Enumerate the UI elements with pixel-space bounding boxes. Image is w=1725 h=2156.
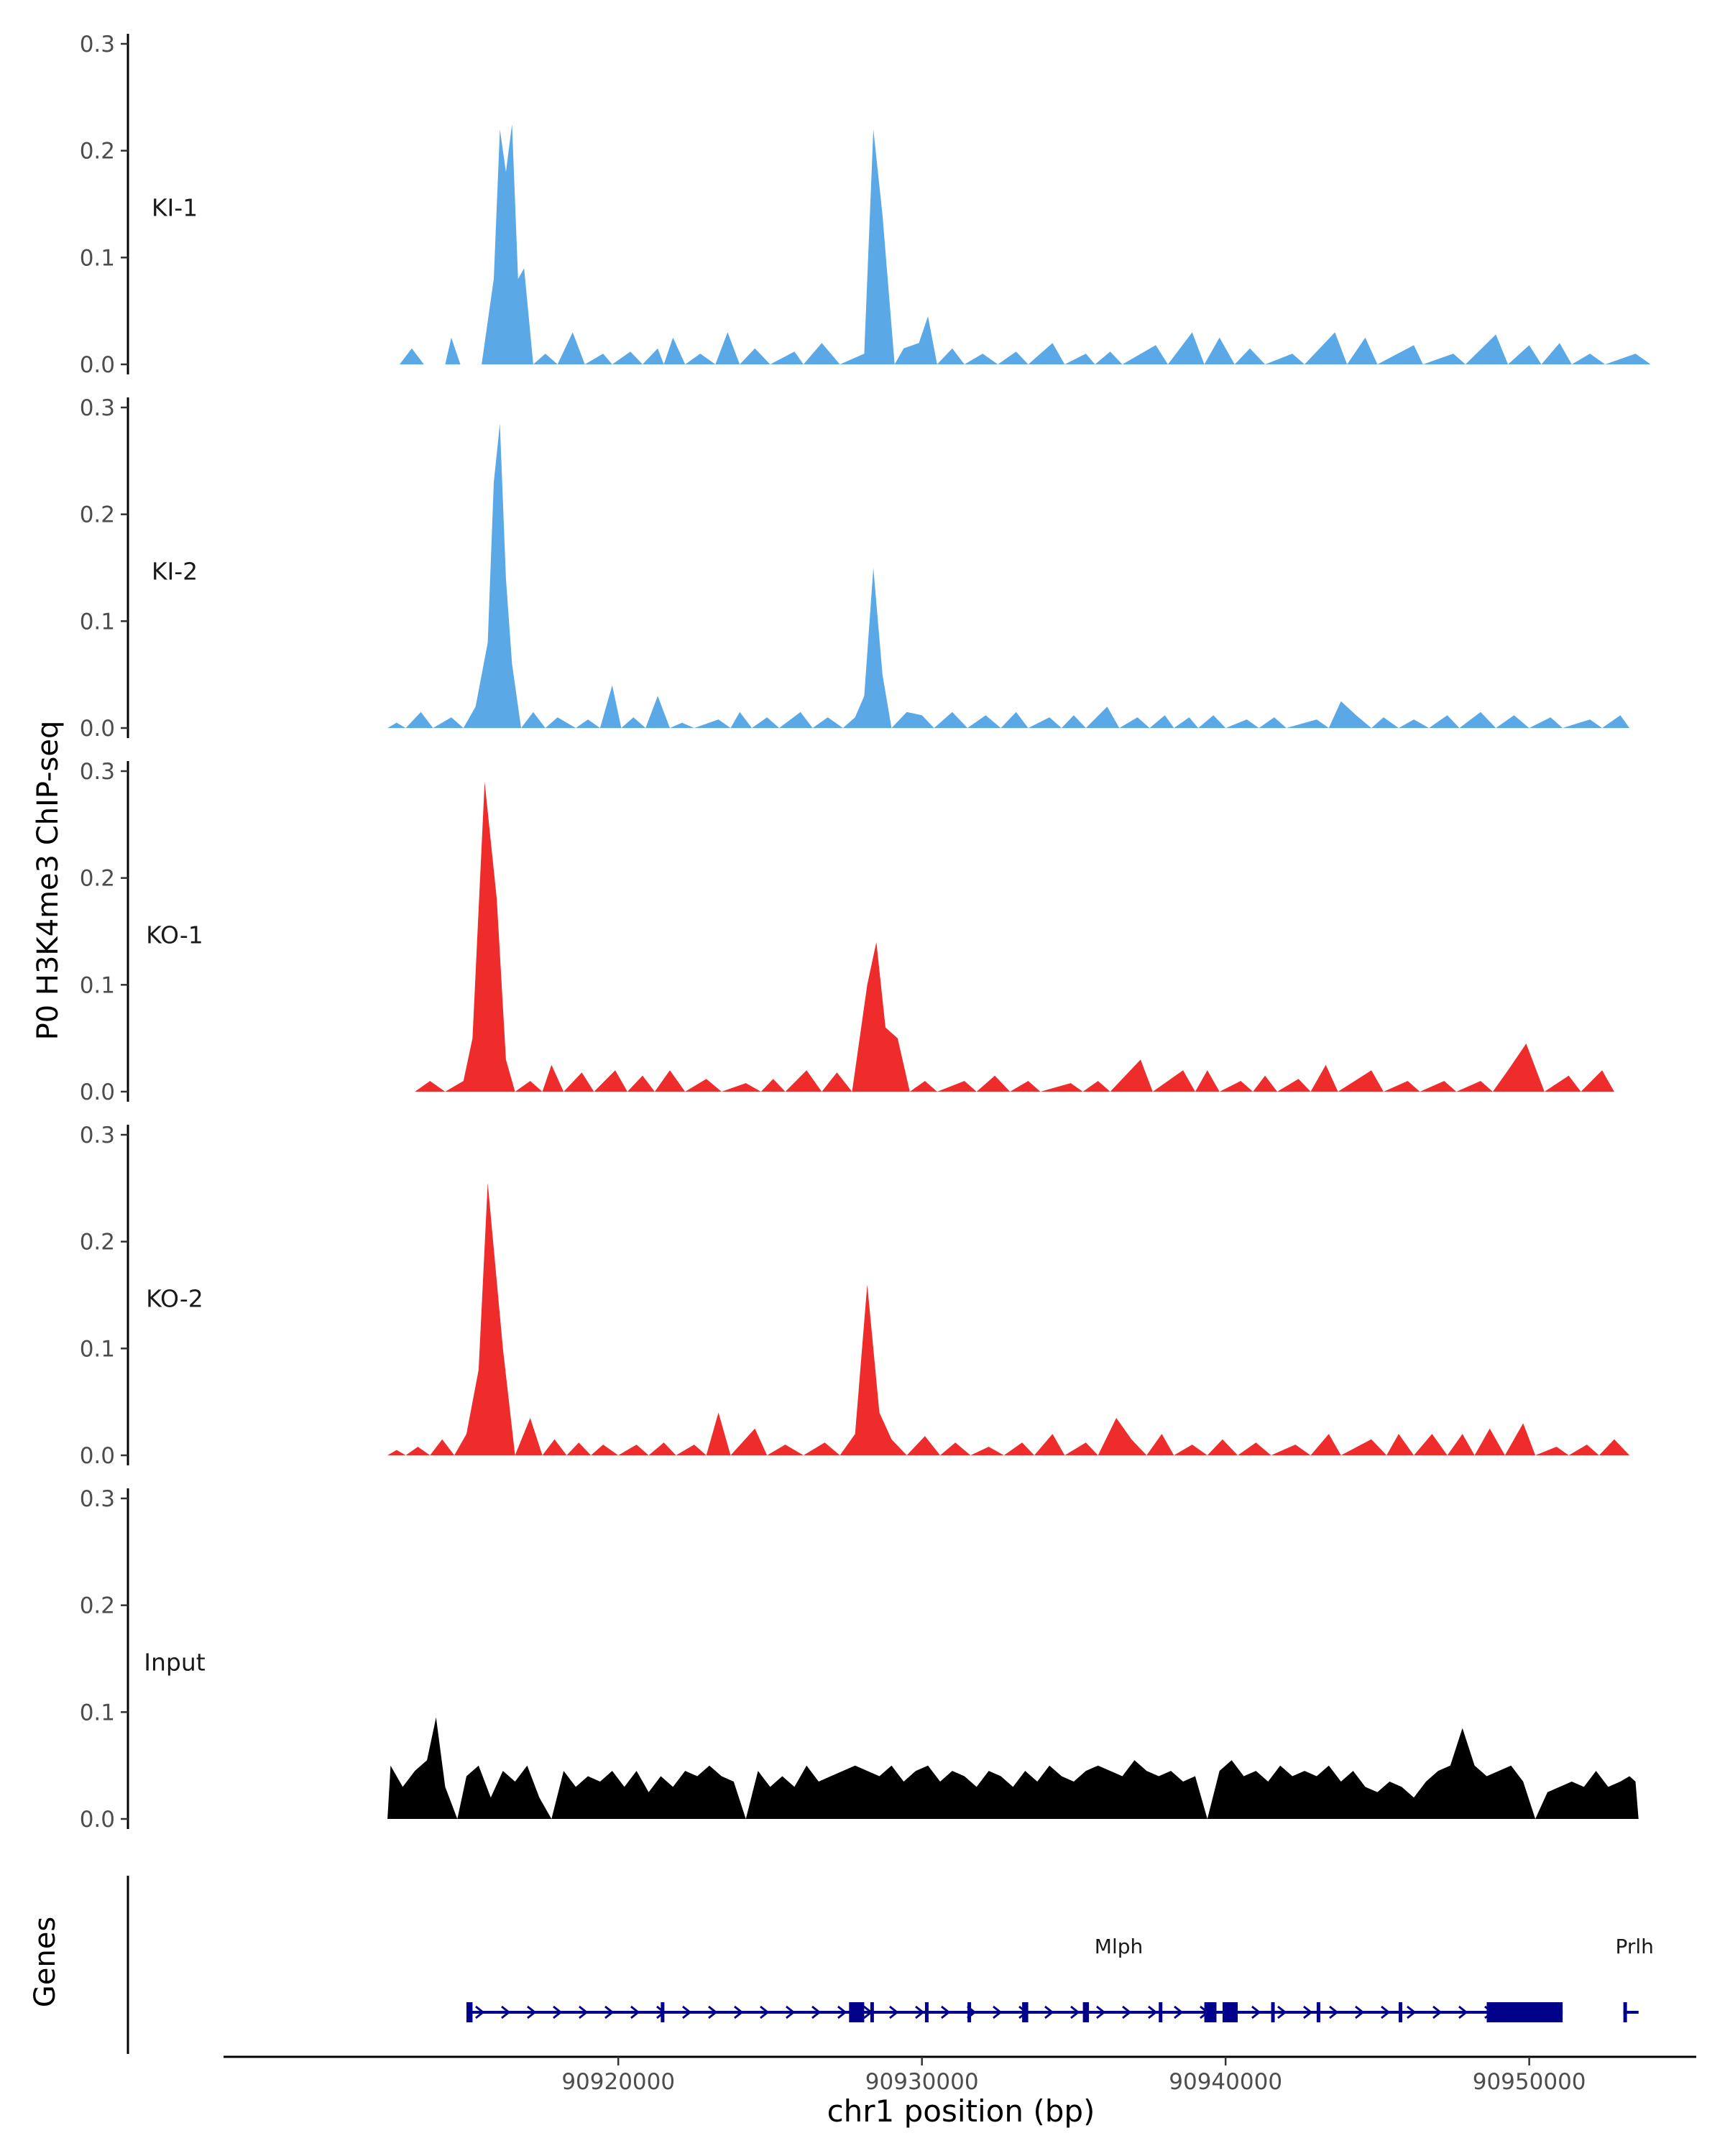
strand-arrow	[1277, 2005, 1287, 2019]
exon	[1623, 2002, 1627, 2022]
exon	[1398, 2002, 1402, 2022]
strand-arrow	[941, 2005, 951, 2019]
y-tick-label: 0.0	[80, 716, 115, 742]
y-tick-label: 0.3	[80, 759, 115, 785]
x-tick-label: 90950000	[1473, 2069, 1586, 2095]
track-ko-1: 0.0 0.1 0.2 0.3 KO-1	[80, 759, 1614, 1105]
strand-arrow	[475, 2005, 485, 2019]
x-tick-label: 90940000	[1169, 2069, 1282, 2095]
strand-arrow	[1044, 2005, 1054, 2019]
strand-arrow	[1381, 2005, 1391, 2019]
y-tick-label: 0.3	[80, 395, 115, 421]
strand-arrow	[760, 2005, 770, 2019]
gene-name: Mlph	[1095, 1935, 1143, 1958]
exon	[849, 2002, 865, 2022]
y-tick-label: 0.2	[80, 1593, 115, 1619]
y-tick-label: 0.3	[80, 32, 115, 57]
strand-arrow	[734, 2005, 744, 2019]
y-tick-label: 0.2	[80, 139, 115, 165]
strand-arrow	[1407, 2005, 1417, 2019]
strand-arrow	[915, 2005, 925, 2019]
y-tick-label: 0.1	[80, 609, 115, 635]
y-tick-label: 0.0	[80, 1807, 115, 1833]
exon	[1271, 2002, 1275, 2022]
gene-name: Prlh	[1615, 1935, 1653, 1958]
strand-arrow	[1458, 2005, 1468, 2019]
exon	[466, 2002, 473, 2022]
strand-arrow	[501, 2005, 511, 2019]
x-axis: 90920000 90930000 90940000 90950000	[224, 2055, 1696, 2095]
x-tick-label: 90920000	[561, 2069, 675, 2095]
strand-arrow	[811, 2005, 822, 2019]
strand-arrow	[1355, 2005, 1365, 2019]
strand-arrow	[553, 2005, 563, 2019]
y-tick-label: 0.1	[80, 1700, 115, 1726]
strand-arrow	[630, 2005, 640, 2019]
track-input: 0.0 0.1 0.2 0.3 Input	[80, 1486, 1639, 1833]
track-label: Input	[144, 1648, 206, 1676]
exon	[1159, 2002, 1163, 2022]
track-ki-2: 0.0 0.1 0.2 0.3 KI-2	[80, 395, 1630, 742]
coverage-area-ko-2	[387, 1182, 1630, 1455]
track-ko-2: 0.0 0.1 0.2 0.3 KO-2	[80, 1123, 1630, 1469]
coverage-area-ki-1	[400, 124, 1651, 364]
y-axis-title: P0 H3K4me3 ChIP-seq	[32, 721, 65, 1041]
strand-arrow	[1303, 2005, 1313, 2019]
exon	[661, 2002, 665, 2022]
strand-arrow	[1251, 2005, 1261, 2019]
strand-arrow	[1329, 2005, 1339, 2019]
y-tick-label: 0.2	[80, 1230, 115, 1256]
strand-arrow	[1122, 2005, 1132, 2019]
strand-arrow	[1096, 2005, 1106, 2019]
strand-arrow	[1070, 2005, 1080, 2019]
strand-arrow	[837, 2005, 847, 2019]
genes-panel: Genes Mlph Prlh	[29, 1876, 1654, 2054]
coverage-area-ki-2	[387, 423, 1630, 728]
track-label: KI-2	[152, 557, 198, 585]
track-label: KO-1	[146, 921, 203, 949]
strand-arrow	[682, 2005, 692, 2019]
y-tick-label: 0.0	[80, 352, 115, 378]
y-tick-label: 0.0	[80, 1079, 115, 1105]
strand-arrow	[604, 2005, 615, 2019]
exon	[1022, 2002, 1029, 2022]
exon	[967, 2002, 972, 2022]
strand-arrow	[889, 2005, 899, 2019]
y-tick-label: 0.2	[80, 866, 115, 892]
genes-title: Genes	[29, 1917, 62, 2007]
strand-arrow	[579, 2005, 589, 2019]
y-tick-label: 0.3	[80, 1486, 115, 1512]
track-label: KO-2	[146, 1284, 203, 1312]
strand-arrow	[786, 2005, 796, 2019]
exon	[1222, 2002, 1238, 2022]
y-tick-label: 0.2	[80, 502, 115, 528]
y-tick-label: 0.1	[80, 245, 115, 271]
x-tick-label: 90930000	[865, 2069, 979, 2095]
y-tick-label: 0.3	[80, 1123, 115, 1148]
strand-arrow	[1174, 2005, 1184, 2019]
gene-prlh: Prlh	[1615, 1935, 1654, 2022]
exon	[870, 2002, 874, 2022]
exon	[1486, 2002, 1563, 2022]
strand-arrow	[708, 2005, 718, 2019]
track-label: KI-1	[152, 193, 198, 221]
gene-mlph: Mlph	[466, 1935, 1563, 2022]
coverage-area-input	[387, 1717, 1639, 1819]
strand-arrow	[1148, 2005, 1158, 2019]
tracks-layer: 0.00.10.20.3KI-10.00.10.20.3KI-20.00.10.…	[80, 32, 1651, 1833]
x-axis-title: chr1 position (bp)	[827, 2093, 1095, 2129]
coverage-area-ko-1	[415, 781, 1614, 1092]
y-tick-label: 0.1	[80, 1336, 115, 1362]
track-ki-1: 0.0 0.1 0.2 0.3 KI-1	[80, 32, 1651, 378]
exon	[1316, 2002, 1320, 2022]
exon	[1204, 2002, 1217, 2022]
exon	[924, 2002, 929, 2022]
exon	[1082, 2002, 1090, 2022]
strand-arrow	[527, 2005, 537, 2019]
strand-arrow	[993, 2005, 1003, 2019]
strand-arrow	[1432, 2005, 1443, 2019]
y-tick-label: 0.1	[80, 972, 115, 998]
y-tick-label: 0.0	[80, 1443, 115, 1469]
